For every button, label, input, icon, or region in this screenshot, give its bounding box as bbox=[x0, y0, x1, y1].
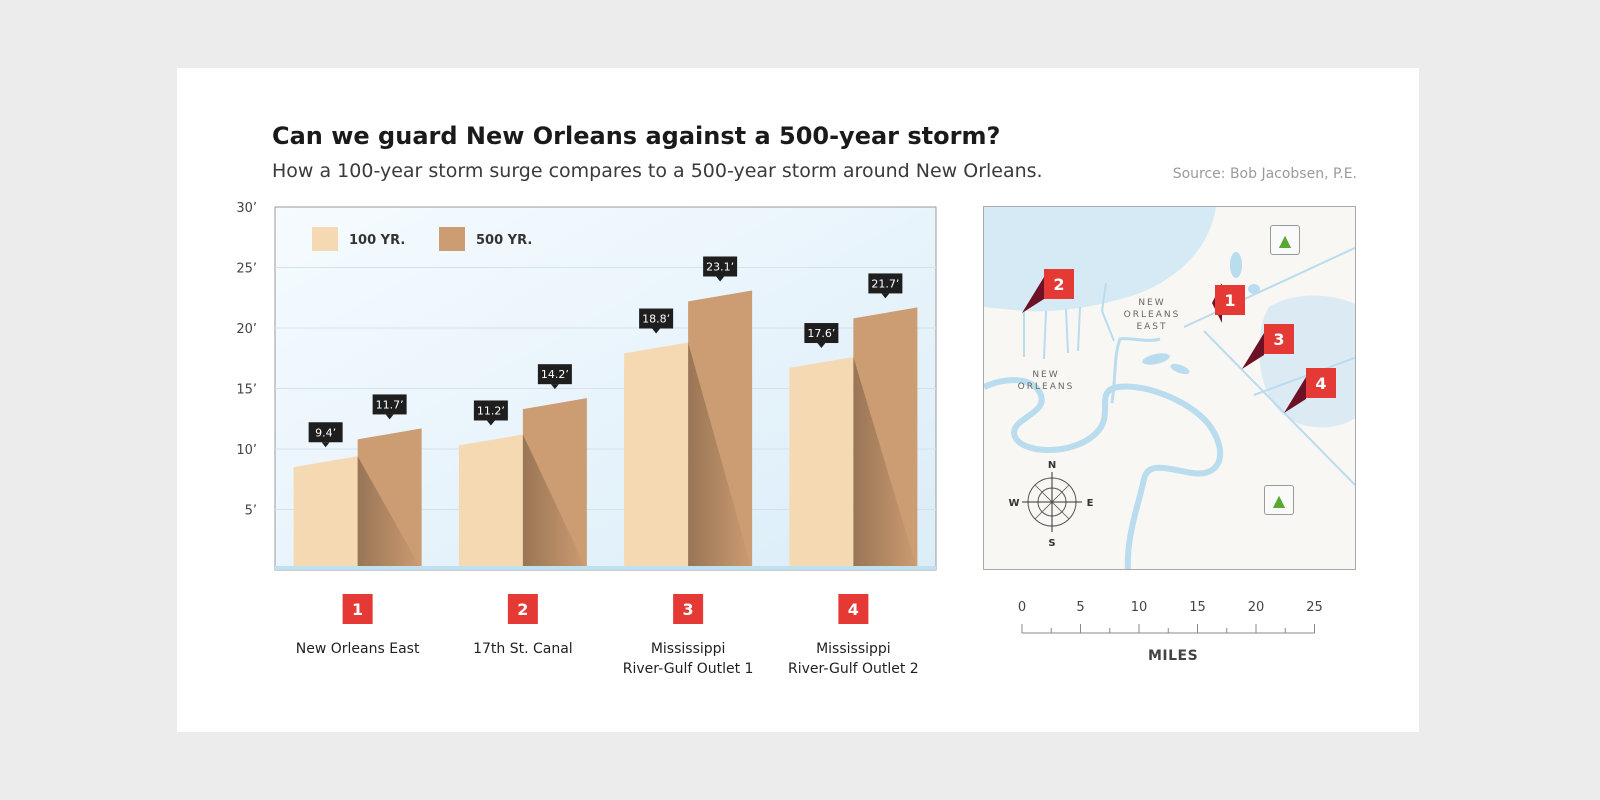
bar-chart: 5’ 10’ 15’ 20’ 25’ 30’ 9.4’ 11.7’ 1 New Orleans E… bbox=[236, 201, 937, 677]
category-label: New Orleans East bbox=[296, 641, 420, 657]
value-label-500yr: 21.7’ bbox=[871, 277, 899, 290]
scale-tick-label: 25 bbox=[1306, 600, 1323, 615]
chart-subtitle: How a 100-year storm surge compares to a… bbox=[272, 160, 1043, 182]
scale-tick-label: 20 bbox=[1248, 600, 1265, 615]
category-label: River-Gulf Outlet 1 bbox=[623, 661, 754, 677]
map-marker-2: 2 bbox=[1044, 269, 1074, 299]
y-tick-label: 5’ bbox=[245, 504, 257, 519]
place-label-new-orleans-east: NEW ORLEANS EAST bbox=[1123, 298, 1181, 332]
value-label-500yr-box bbox=[868, 273, 903, 294]
map-marker-4: 4 bbox=[1306, 368, 1336, 398]
y-tick-label: 30’ bbox=[236, 201, 257, 216]
value-label-500yr: 23.1’ bbox=[706, 260, 734, 273]
value-label-100yr-pointer bbox=[486, 420, 495, 426]
value-label-100yr: 9.4’ bbox=[315, 426, 336, 439]
value-label-100yr-pointer bbox=[321, 442, 330, 448]
legend-swatch bbox=[439, 227, 465, 251]
place-label-new-orleans: NEW ORLEANS bbox=[1017, 370, 1075, 392]
pond-2 bbox=[1248, 284, 1260, 294]
value-label-100yr-pointer bbox=[817, 343, 826, 349]
value-label-100yr-box bbox=[308, 422, 343, 443]
scale-unit-label: MILES bbox=[1148, 648, 1199, 664]
canal-2 bbox=[1043, 310, 1047, 360]
bar-100yr bbox=[789, 357, 854, 570]
legend-label: 500 YR. bbox=[476, 233, 532, 248]
category-marker bbox=[507, 594, 538, 624]
compass-e: E bbox=[1087, 498, 1094, 509]
bar-shadow bbox=[522, 434, 587, 570]
value-label-100yr-box bbox=[473, 400, 508, 421]
category-number: 1 bbox=[352, 600, 363, 619]
bar-100yr bbox=[293, 456, 358, 570]
value-label-500yr-pointer bbox=[716, 276, 725, 282]
category-marker bbox=[342, 594, 373, 624]
y-tick-label: 25’ bbox=[236, 262, 257, 277]
category-marker bbox=[838, 594, 869, 624]
value-label-500yr-pointer bbox=[881, 293, 890, 299]
mississippi-river bbox=[984, 377, 1224, 569]
value-label-500yr-pointer bbox=[550, 384, 559, 390]
outlet-channel-2 bbox=[1203, 330, 1355, 487]
bar-shadow bbox=[357, 456, 422, 570]
marker-2-pin bbox=[1022, 277, 1044, 313]
category-label: 17th St. Canal bbox=[473, 641, 573, 657]
y-tick-label: 20’ bbox=[236, 322, 257, 337]
category-marker bbox=[673, 594, 704, 624]
pond-1 bbox=[1230, 252, 1242, 278]
tree-icon: ▲ bbox=[1270, 225, 1300, 255]
distance-scale: 0 5 10 15 20 25 bbox=[1018, 600, 1323, 634]
pond-4 bbox=[1170, 363, 1190, 375]
location-map: N S E W NEW ORLEANS EAST NEW ORLEANS 1 2… bbox=[983, 206, 1356, 570]
scale-tick-label: 10 bbox=[1131, 600, 1148, 615]
canal-5 bbox=[1100, 282, 1115, 342]
value-label-500yr-pointer bbox=[385, 414, 394, 420]
scale-tick-label: 15 bbox=[1189, 600, 1206, 615]
canal-3 bbox=[1065, 308, 1069, 354]
bar-100yr bbox=[624, 342, 689, 570]
value-label-100yr: 18.8’ bbox=[642, 313, 670, 326]
scale-tick-label: 5 bbox=[1076, 600, 1084, 615]
compass-w: W bbox=[1008, 498, 1019, 509]
industrial-canal bbox=[1110, 337, 1161, 404]
value-label-500yr: 11.7’ bbox=[376, 398, 404, 411]
canal-4 bbox=[1077, 306, 1081, 352]
outlet-channel-3 bbox=[1253, 356, 1355, 396]
y-tick-label: 15’ bbox=[236, 383, 257, 398]
marker-4-pin bbox=[1284, 377, 1306, 413]
value-label-100yr: 17.6’ bbox=[807, 327, 835, 340]
category-label: River-Gulf Outlet 2 bbox=[788, 661, 919, 677]
value-label-100yr-box bbox=[639, 308, 674, 329]
compass-rose: N S E W bbox=[1008, 460, 1093, 549]
bar-shadow bbox=[853, 357, 918, 570]
legend-label: 100 YR. bbox=[349, 233, 405, 248]
compass-s: S bbox=[1048, 538, 1055, 549]
y-tick-label: 10’ bbox=[236, 443, 257, 458]
value-label-100yr-pointer bbox=[652, 328, 661, 334]
value-label-100yr: 11.2’ bbox=[477, 404, 505, 417]
bar-100yr bbox=[458, 434, 523, 570]
outlet-channel-1 bbox=[1183, 246, 1355, 328]
marker-3-pin bbox=[1242, 333, 1264, 369]
category-number: 2 bbox=[517, 600, 528, 619]
source-credit: Source: Bob Jacobsen, P.E. bbox=[1172, 166, 1357, 182]
value-label-100yr-box bbox=[804, 323, 839, 344]
legend-swatch bbox=[312, 227, 338, 251]
category-number: 3 bbox=[683, 600, 694, 619]
category-label: Mississippi bbox=[651, 641, 726, 657]
scale-tick-label: 0 bbox=[1018, 600, 1026, 615]
value-label-500yr-box bbox=[372, 394, 407, 415]
value-label-500yr: 14.2’ bbox=[541, 368, 569, 381]
map-marker-1: 1 bbox=[1215, 285, 1245, 315]
water-line bbox=[275, 566, 936, 570]
category-label: Mississippi bbox=[816, 641, 891, 657]
map-marker-3: 3 bbox=[1264, 324, 1294, 354]
pond-3 bbox=[1142, 353, 1170, 365]
tree-icon: ▲ bbox=[1264, 485, 1294, 515]
value-label-500yr-box bbox=[703, 256, 738, 277]
category-number: 4 bbox=[848, 600, 859, 619]
compass-n: N bbox=[1048, 460, 1056, 471]
value-label-500yr-box bbox=[537, 364, 572, 385]
bar-shadow bbox=[688, 342, 753, 570]
chart-title: Can we guard New Orleans against a 500-y… bbox=[272, 122, 1001, 150]
